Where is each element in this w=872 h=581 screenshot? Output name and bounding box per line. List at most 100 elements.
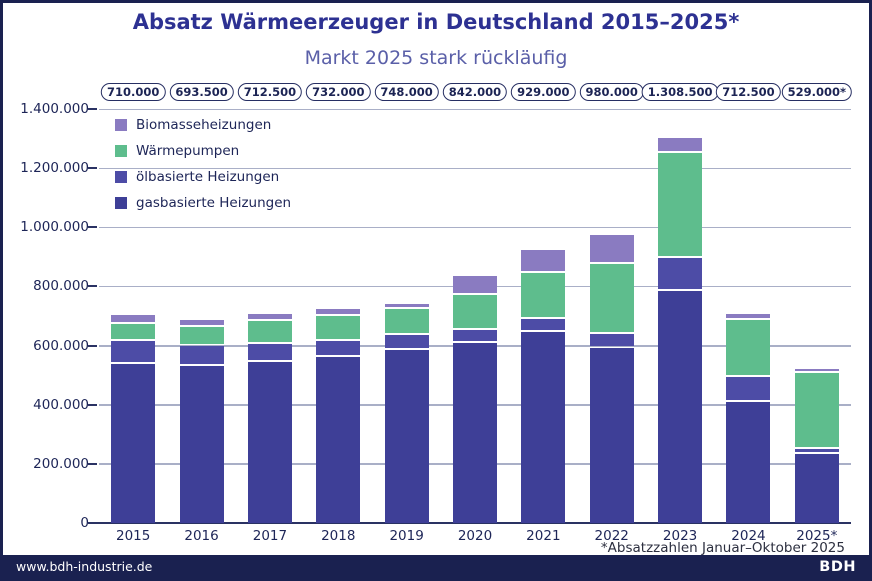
bar-segment-ölbasierte Heizungen-2021 xyxy=(521,318,566,330)
bar-segment-Biomasseheizungen-2015 xyxy=(111,315,156,322)
chart-legend: Biomasseheizungen Wärmepumpen ölbasierte H… xyxy=(115,117,291,221)
legend-swatch-gasbasierte Heizungen xyxy=(115,197,127,209)
bar-segment-ölbasierte Heizungen-2018 xyxy=(316,340,361,356)
bar-segment-Biomasseheizungen-2016 xyxy=(179,319,224,325)
x-axis-label-2023: 2023 xyxy=(662,528,698,544)
bar-segment-ölbasierte Heizungen-2023 xyxy=(658,258,703,290)
bar-segment-Wärmepumpen-2024 xyxy=(726,319,771,375)
legend-label-ölbasierte Heizungen: ölbasierte Heizungen xyxy=(136,169,280,185)
bar-segment-gasbasierte Heizungen-2022 xyxy=(589,348,634,523)
bar-segment-ölbasierte Heizungen-2024 xyxy=(726,376,771,400)
bar-segment-Biomasseheizungen-2018 xyxy=(316,308,361,314)
bar-segment-Biomasseheizungen-2023 xyxy=(658,138,703,151)
bar-segment-ölbasierte Heizungen-2020 xyxy=(453,330,497,342)
x-axis-label-2019: 2019 xyxy=(389,528,424,544)
total-label-2017: 712.500 xyxy=(237,83,303,101)
y-tick-400.000 xyxy=(88,403,97,406)
bar-segment-ölbasierte Heizungen-2025* xyxy=(794,448,839,452)
page-title: Absatz Wärmeerzeuger in Deutschland 2015… xyxy=(132,10,740,34)
legend-label-Wärmepumpen: Wärmepumpen xyxy=(136,143,240,159)
bar-segment-gasbasierte Heizungen-2023 xyxy=(658,291,703,523)
total-label-2018: 732.000 xyxy=(306,83,371,101)
bar-segment-Biomasseheizungen-2024 xyxy=(726,314,771,318)
bar-segment-ölbasierte Heizungen-2015 xyxy=(111,340,156,362)
footnote: *Absatzzahlen Januar–Oktober 2025 xyxy=(600,540,845,556)
y-axis-label: 1.000.000 xyxy=(20,219,89,236)
total-label-2020: 842.000 xyxy=(442,83,508,101)
bar-segment-Wärmepumpen-2023 xyxy=(658,152,703,257)
bar-segment-Wärmepumpen-2016 xyxy=(179,326,224,345)
totals-row: 710.000 693.500 712.500 732.000 748.000 842.0… xyxy=(99,83,853,103)
bar-segment-Biomasseheizungen-2025* xyxy=(794,368,839,372)
bar-segment-Wärmepumpen-2025* xyxy=(794,373,839,447)
bar-segment-gasbasierte Heizungen-2021 xyxy=(521,331,566,523)
bdh-logo: BDH xyxy=(819,558,856,575)
bar-segment-gasbasierte Heizungen-2016 xyxy=(179,366,224,523)
total-label-2021: 929.000 xyxy=(511,83,576,101)
bar-segment-Wärmepumpen-2015 xyxy=(111,323,156,339)
total-label-2015: 710.000 xyxy=(100,83,166,101)
x-axis-label-2021: 2021 xyxy=(526,528,561,544)
total-label-2025*: 529.000* xyxy=(781,83,853,101)
bar-segment-gasbasierte Heizungen-2018 xyxy=(316,357,361,523)
bar-segment-Wärmepumpen-2017 xyxy=(247,321,292,343)
total-label-2016: 693.500 xyxy=(169,83,234,101)
bar-segment-gasbasierte Heizungen-2020 xyxy=(453,343,497,523)
legend-swatch-ölbasierte Heizungen xyxy=(115,171,127,183)
bar-segment-Biomasseheizungen-2021 xyxy=(521,250,566,272)
y-axis-label: 1.200.000 xyxy=(20,160,89,177)
total-label-2024: 712.500 xyxy=(716,83,781,101)
y-axis-label: 200.000 xyxy=(33,455,89,472)
y-axis-label: 600.000 xyxy=(33,337,89,354)
y-axis-label: 1.400.000 xyxy=(20,101,89,117)
bar-segment-ölbasierte Heizungen-2017 xyxy=(247,344,292,360)
y-tick-1.400.000 xyxy=(88,108,97,110)
total-label-2019: 748.000 xyxy=(374,83,439,101)
legend-item-ölbasierte Heizungen: ölbasierte Heizungen xyxy=(115,169,291,185)
bar-segment-Wärmepumpen-2020 xyxy=(453,294,497,329)
legend-label-Biomasseheizungen: Biomasseheizungen xyxy=(136,117,272,133)
bar-segment-gasbasierte Heizungen-2024 xyxy=(726,401,771,523)
total-label-2023: 1.308.500 xyxy=(641,83,719,101)
y-tick-200.000 xyxy=(88,462,97,465)
bar-segment-ölbasierte Heizungen-2016 xyxy=(179,346,224,365)
y-axis-label: 0 xyxy=(80,515,89,531)
total-label-2022: 980.000 xyxy=(579,83,644,101)
legend-item-Biomasseheizungen: Biomasseheizungen xyxy=(115,117,291,133)
legend-swatch-Wärmepumpen xyxy=(115,145,127,157)
y-tick-800.000 xyxy=(88,285,97,288)
bar-segment-Wärmepumpen-2021 xyxy=(521,273,566,317)
y-axis-label: 800.000 xyxy=(33,278,89,295)
x-axis-label-2022: 2022 xyxy=(594,528,629,544)
y-axis-labels: 0 200.000 400.000 600.000 800.000 1.000.000 1.… xyxy=(3,101,89,531)
gridline-1.200.000 xyxy=(99,167,851,170)
bar-segment-gasbasierte Heizungen-2019 xyxy=(384,350,429,523)
bar-segment-gasbasierte Heizungen-2017 xyxy=(247,361,292,523)
plot-area xyxy=(88,108,851,524)
bar-segment-gasbasierte Heizungen-2025* xyxy=(794,453,839,523)
bar-segment-gasbasierte Heizungen-2015 xyxy=(111,363,156,523)
bar-segment-Biomasseheizungen-2019 xyxy=(384,303,429,307)
x-axis-labels: 2015 2016 2017 2018 2019 2020 2021 2022 2023 2024… xyxy=(99,528,851,546)
legend-swatch-Biomasseheizungen xyxy=(115,119,127,131)
bar-segment-ölbasierte Heizungen-2019 xyxy=(384,334,429,349)
bar-segment-Wärmepumpen-2018 xyxy=(316,315,361,339)
x-axis-label-2020: 2020 xyxy=(457,528,493,544)
x-axis-line xyxy=(88,522,851,524)
bar-segment-Biomasseheizungen-2017 xyxy=(247,314,292,320)
x-axis-label-2024: 2024 xyxy=(731,528,766,544)
bar-segment-Biomasseheizungen-2020 xyxy=(453,276,497,293)
legend-item-Wärmepumpen: Wärmepumpen xyxy=(115,143,291,159)
x-axis-label-2017: 2017 xyxy=(252,528,288,544)
y-tick-600.000 xyxy=(88,344,97,347)
bar-segment-Biomasseheizungen-2022 xyxy=(589,235,634,262)
x-axis-label-2016: 2016 xyxy=(184,528,219,544)
website-url: www.bdh-industrie.de xyxy=(16,559,153,574)
y-tick-1.200.000 xyxy=(88,167,97,170)
y-axis-label: 400.000 xyxy=(33,396,89,413)
bar-segment-Wärmepumpen-2019 xyxy=(384,308,429,333)
page-subtitle: Markt 2025 stark rückläufig xyxy=(304,47,568,69)
footer-bar: www.bdh-industrie.de BDH xyxy=(3,555,869,578)
y-tick-1.000.000 xyxy=(88,226,97,229)
